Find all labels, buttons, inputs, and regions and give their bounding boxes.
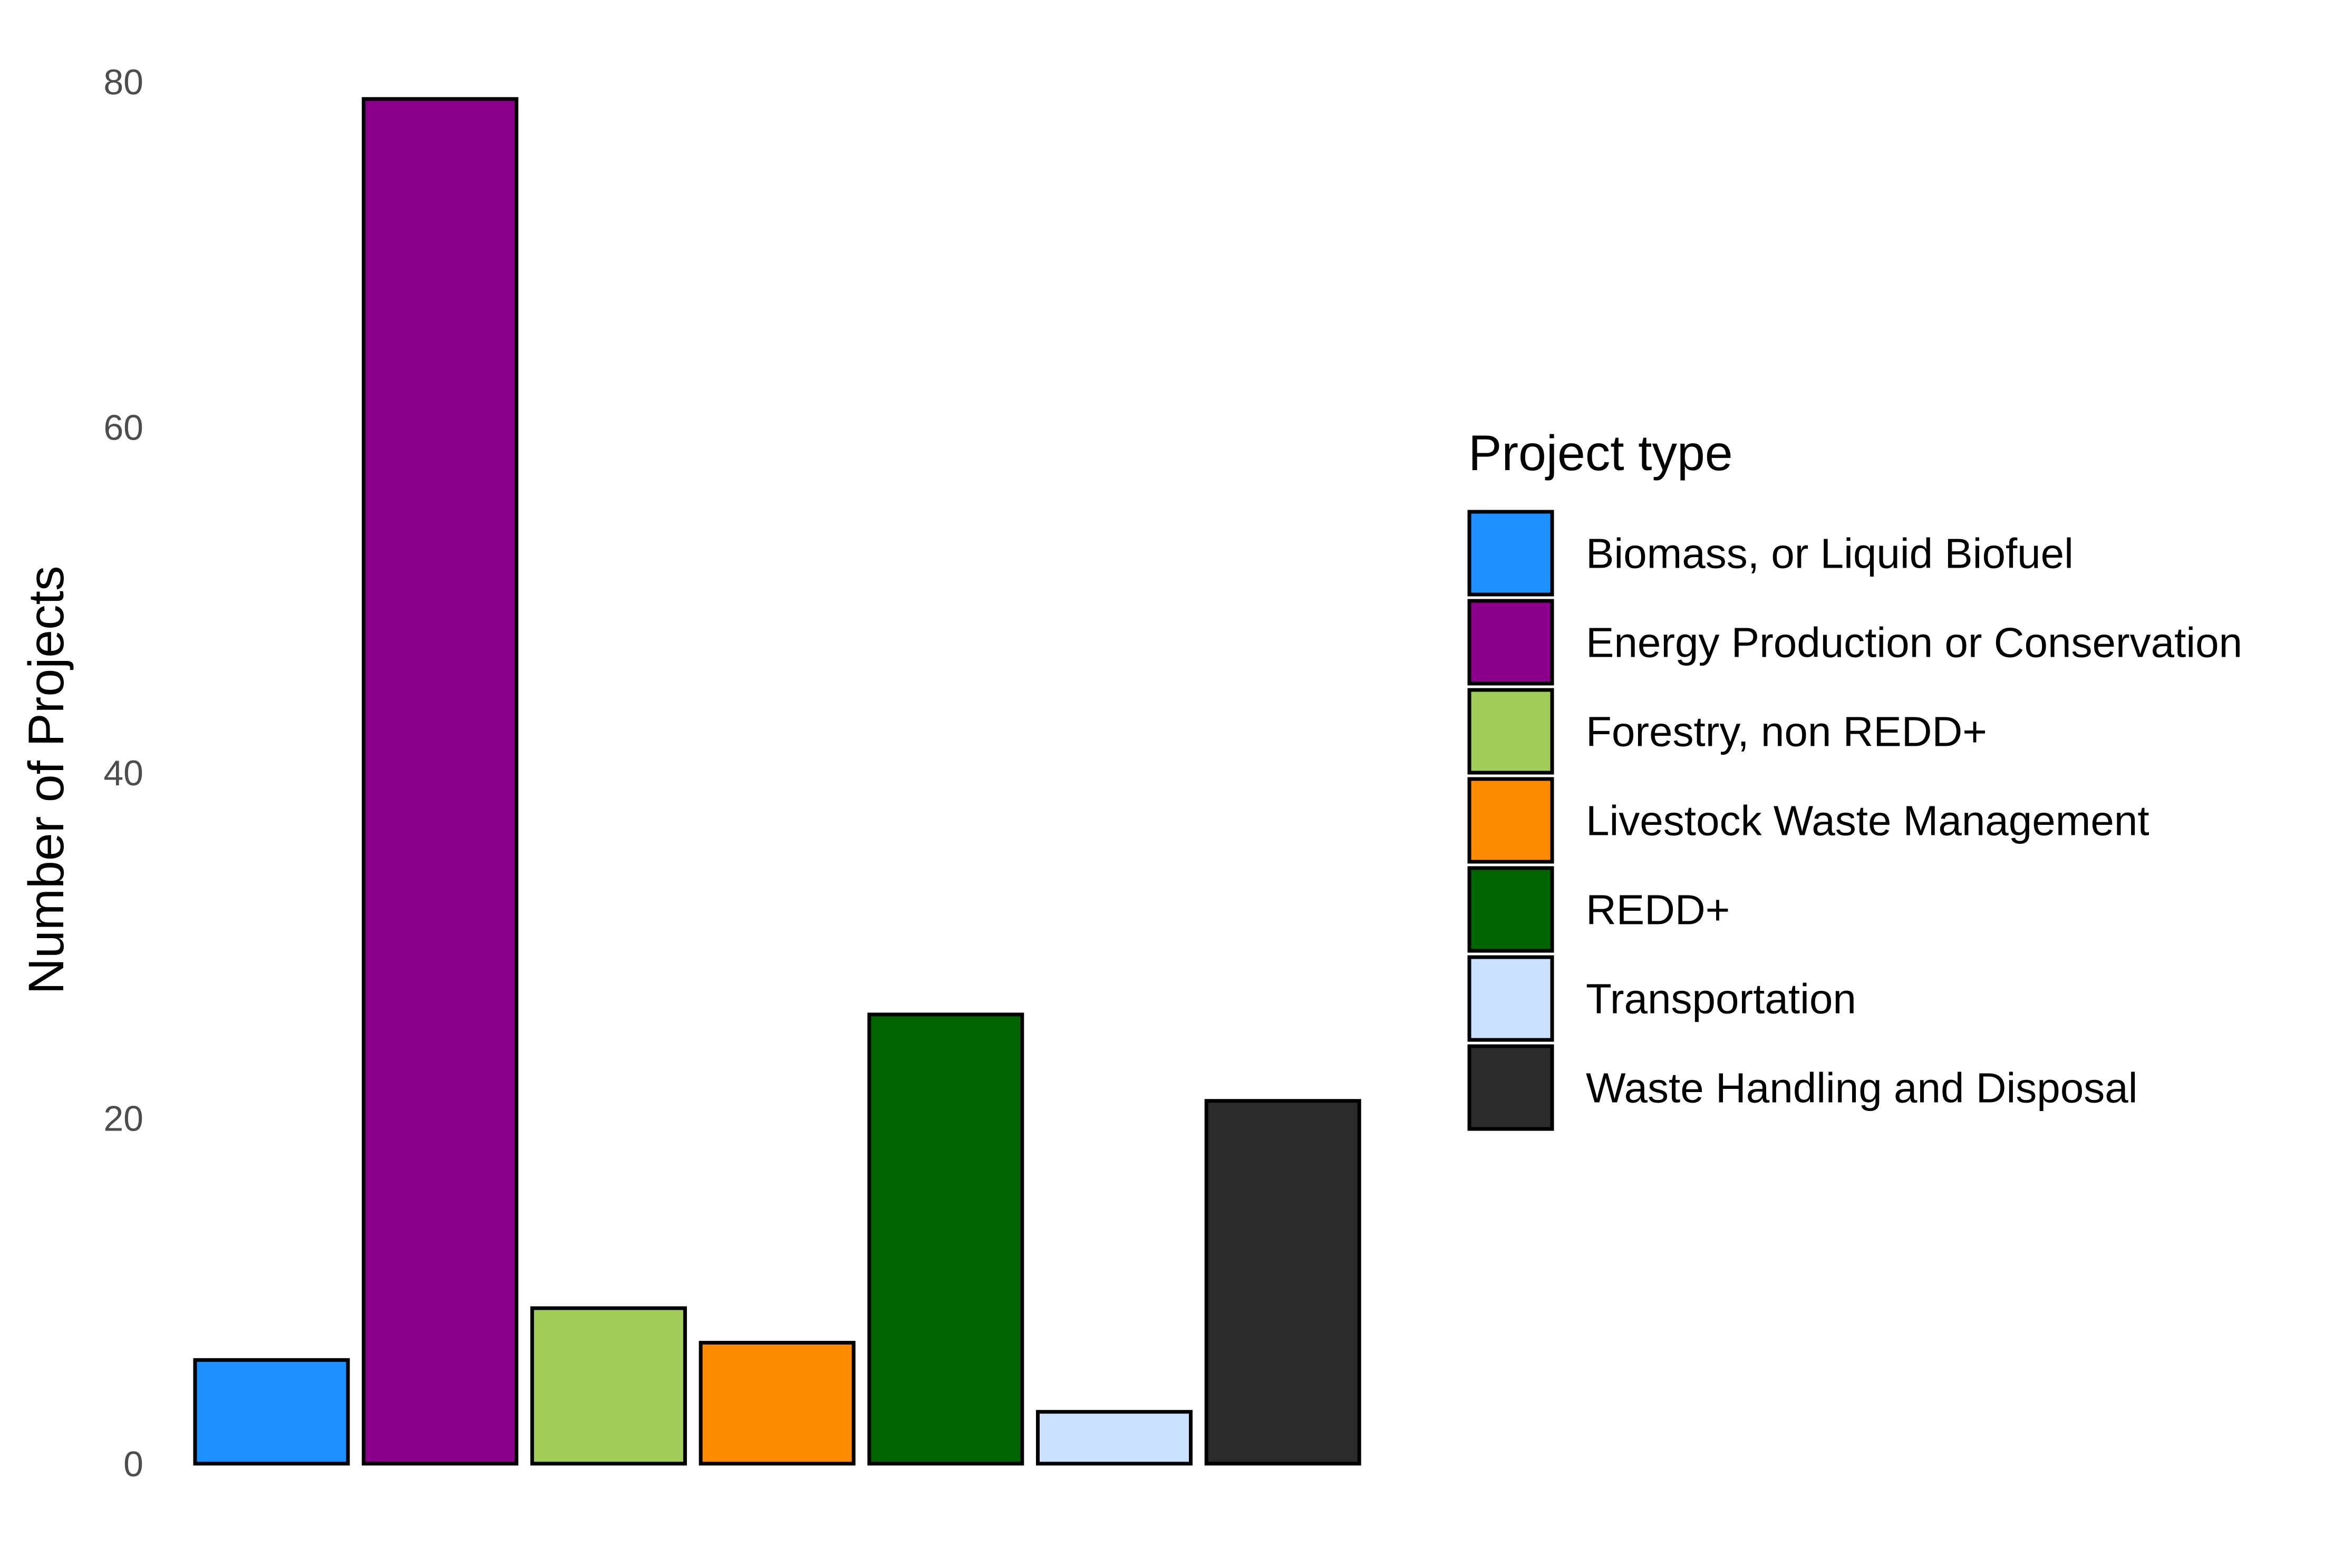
legend-key-1 [1467,599,1554,686]
y-tick-label: 20 [103,1099,143,1139]
y-axis-ticks: 0 20 40 60 80 [103,62,143,1484]
legend-key-5 [1467,955,1554,1042]
legend-label-5: Transportation [1586,976,1856,1022]
legend: Biomass, or Liquid Biofuel Energy Product… [1467,510,2242,1131]
bar-5 [1036,1410,1193,1466]
y-axis-title: Number of Projects [18,566,74,994]
legend-key-4 [1467,866,1554,953]
y-tick-label: 40 [103,753,143,793]
bar-2 [530,1306,687,1466]
legend-label-6: Waste Handling and Disposal [1586,1065,2137,1112]
bars [193,97,1361,1466]
legend-key-3 [1467,777,1554,864]
legend-label-1: Energy Production or Conservation [1586,619,2242,666]
legend-key-6 [1467,1044,1554,1131]
legend-key-2 [1467,688,1554,775]
bar-3 [699,1341,856,1466]
legend-label-4: REDD+ [1586,887,1730,933]
legend-key-0 [1467,510,1554,597]
y-tick-label: 0 [123,1444,143,1484]
bar-6 [1204,1099,1361,1466]
legend-label-2: Forestry, non REDD+ [1586,708,1987,755]
y-tick-label: 80 [103,62,143,102]
legend-label-0: Biomass, or Liquid Biofuel [1586,530,2074,577]
legend-title: Project type [1468,425,1733,481]
bar-4 [867,1012,1024,1466]
bar-0 [193,1358,350,1466]
legend-label-3: Livestock Waste Management [1586,797,2149,844]
bar-1 [362,97,519,1466]
y-tick-label: 60 [103,408,143,448]
